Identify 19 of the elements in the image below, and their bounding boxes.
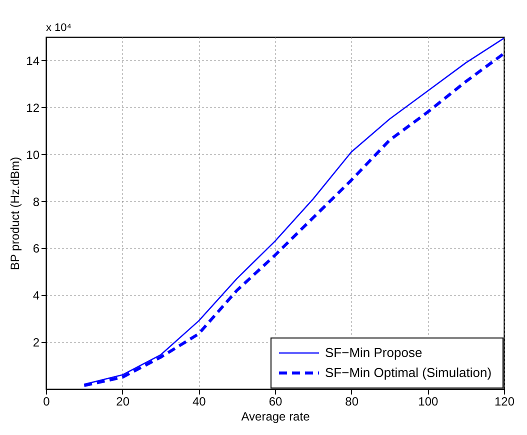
text: x 10⁴ — [46, 22, 72, 34]
y-tick-label: 8 — [32, 194, 40, 209]
y-axis-title: BP product (Hz.dBm) — [8, 156, 22, 270]
x-tick-label: 20 — [116, 394, 130, 408]
y-tick-label: 10 — [26, 148, 40, 162]
x-tick-label: 40 — [192, 394, 206, 408]
x-tick-label: 100 — [418, 394, 438, 408]
y-tick-label: 4 — [32, 288, 40, 303]
legend-label: SF−Min Optimal (Simulation) — [325, 365, 492, 380]
x-tick-label: 120 — [494, 394, 515, 408]
y-tick-label: 6 — [32, 242, 40, 256]
y-tick-label: 14 — [26, 54, 40, 68]
y-tick-label: 2 — [32, 336, 40, 350]
legend-label: SF−Min Propose — [325, 345, 422, 360]
x-tick-label: 80 — [345, 394, 359, 408]
x-tick-label: 60 — [268, 394, 282, 408]
y-tick-label: 12 — [26, 100, 40, 115]
x-axis-title: Average rate — [241, 410, 310, 424]
x-tick-label: 0 — [43, 394, 50, 408]
